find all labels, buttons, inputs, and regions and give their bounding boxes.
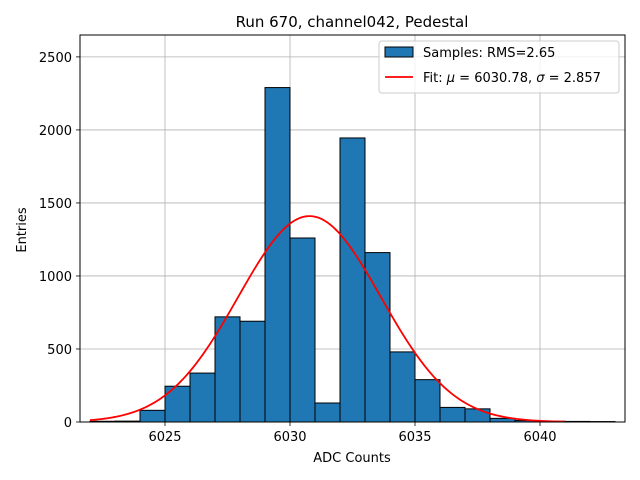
- legend-hist-label: Samples: RMS=2.65: [423, 46, 555, 61]
- histogram-bar-12: [389, 351, 416, 423]
- x-tick-label-3: 6040: [523, 430, 556, 445]
- histogram-bar-5: [214, 316, 241, 423]
- histogram-bar-9: [314, 402, 341, 423]
- y-tick-label-1: 500: [47, 343, 72, 358]
- y-tick-label-0: 0: [64, 416, 72, 431]
- legend-fit-sigma-value: = 2.857: [544, 71, 600, 86]
- fit-curve-group: [89, 215, 566, 423]
- x-tick-label-1: 6030: [273, 430, 306, 445]
- histogram-bars: [89, 87, 616, 423]
- histogram-bar-2: [139, 409, 166, 423]
- legend-fit-label: Fit: μ = 6030.78, σ = 2.857: [423, 71, 601, 86]
- legend-fit-mu-symbol: μ: [446, 71, 455, 86]
- legend-hist-swatch: [384, 46, 414, 58]
- histogram-bar-11: [364, 252, 391, 423]
- histogram-bar-7: [264, 87, 291, 423]
- legend-fit-prefix: Fit:: [423, 71, 447, 86]
- histogram-bar-8: [289, 237, 316, 423]
- legend-fit-mu-value: = 6030.78,: [455, 71, 536, 86]
- histogram-bar-4: [189, 372, 216, 423]
- histogram-bar-14: [439, 406, 466, 423]
- legend: Samples: RMS=2.65 Fit: μ = 6030.78, σ = …: [378, 40, 620, 94]
- y-tick-label-5: 2500: [39, 51, 72, 66]
- fit-curve: [89, 215, 566, 423]
- x-tick-label-2: 6035: [398, 430, 431, 445]
- histogram-bar-10: [339, 137, 366, 423]
- x-tick-label-0: 6025: [148, 430, 181, 445]
- y-tick-label-4: 2000: [39, 124, 72, 139]
- legend-box: [378, 40, 620, 94]
- plot-frame: [79, 34, 626, 423]
- histogram-bar-6: [239, 320, 266, 423]
- histogram-bar-13: [414, 379, 441, 423]
- axis-ticks: 6025 6030 6035 6040 0 500 1000 1500 2000 2500: [39, 51, 557, 445]
- y-tick-label-3: 1500: [39, 197, 72, 212]
- histogram-bar-15: [464, 408, 491, 423]
- x-axis-title: ADC Counts: [313, 451, 391, 466]
- y-tick-label-2: 1000: [39, 270, 72, 285]
- chart-title: Run 670, channel042, Pedestal: [236, 13, 469, 31]
- legend-fit-sigma-symbol: σ: [536, 71, 545, 86]
- y-axis-title: Entries: [15, 207, 30, 253]
